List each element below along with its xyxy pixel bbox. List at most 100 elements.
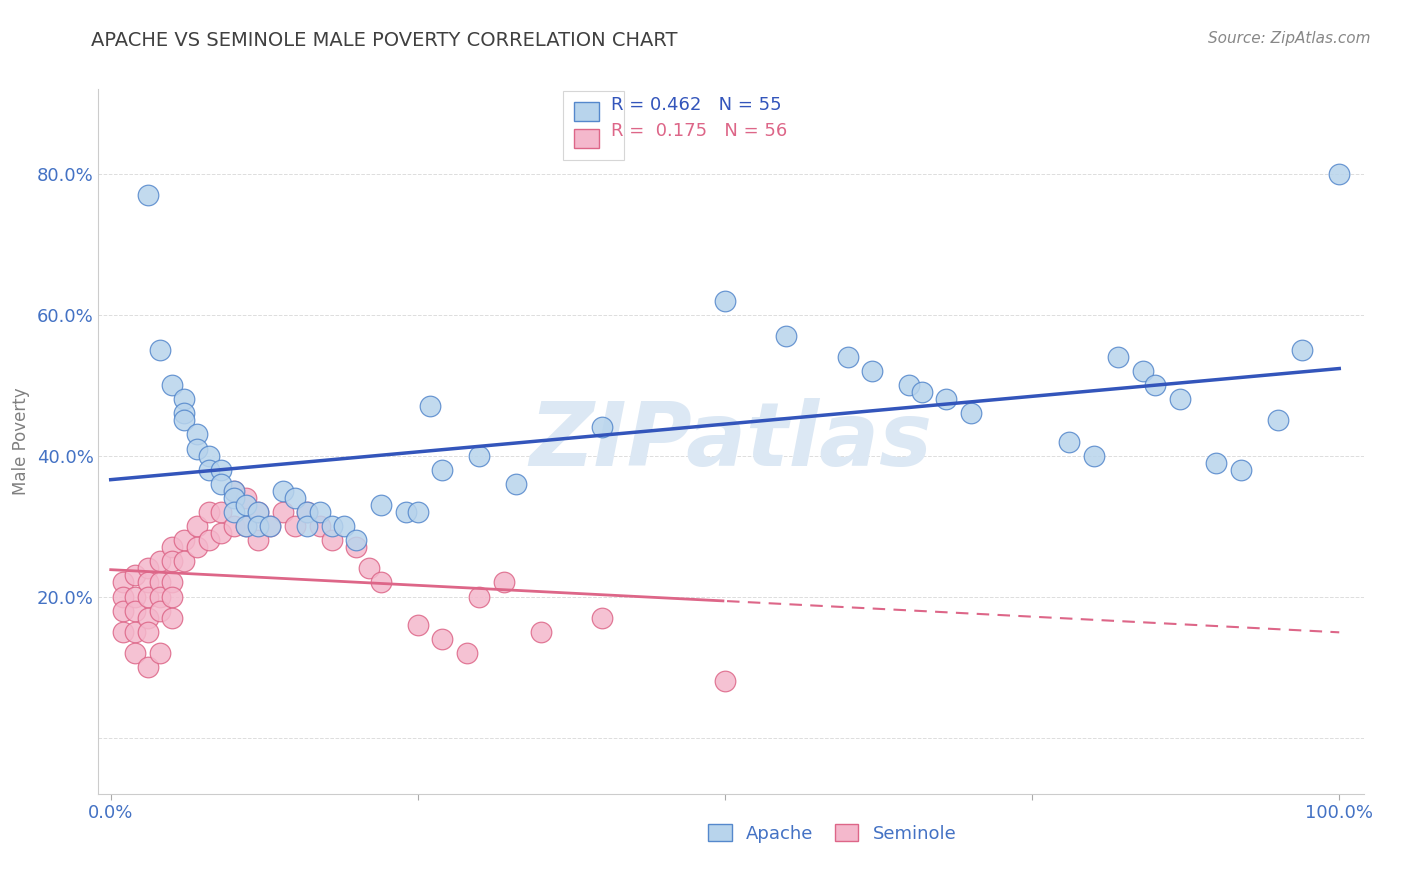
Point: [186, 427, 208, 442]
Point: [247, 519, 270, 533]
Point: [1057, 434, 1080, 449]
Point: [173, 554, 195, 568]
Legend: Apache, Seminole: Apache, Seminole: [703, 819, 962, 848]
Point: [492, 575, 515, 590]
Point: [186, 519, 208, 533]
Point: [321, 533, 343, 548]
Point: [111, 604, 134, 618]
Point: [149, 604, 172, 618]
Point: [198, 505, 221, 519]
Point: [333, 519, 356, 533]
Point: [271, 505, 294, 519]
Point: [406, 505, 429, 519]
Point: [209, 526, 232, 541]
Point: [160, 540, 183, 554]
Point: [1329, 167, 1351, 181]
Point: [775, 328, 797, 343]
Point: [308, 519, 330, 533]
Point: [344, 533, 367, 548]
Point: [591, 420, 613, 434]
Point: [136, 660, 159, 674]
Y-axis label: Male Poverty: Male Poverty: [11, 388, 30, 495]
Point: [837, 350, 859, 364]
Point: [259, 519, 281, 533]
Point: [124, 590, 146, 604]
Text: R = 0.462   N = 55: R = 0.462 N = 55: [610, 95, 782, 113]
Point: [136, 575, 159, 590]
Point: [591, 610, 613, 624]
Point: [173, 392, 195, 407]
Point: [111, 575, 134, 590]
Point: [111, 624, 134, 639]
Point: [935, 392, 957, 407]
Point: [173, 413, 195, 427]
Point: [344, 540, 367, 554]
Point: [222, 483, 245, 498]
Point: [173, 533, 195, 548]
Point: [235, 491, 257, 505]
Point: [456, 646, 478, 660]
Point: [259, 519, 281, 533]
Point: [222, 483, 245, 498]
Point: [160, 575, 183, 590]
Point: [186, 540, 208, 554]
Point: [160, 378, 183, 392]
Point: [394, 505, 416, 519]
Point: [124, 624, 146, 639]
Point: [149, 575, 172, 590]
Point: [284, 519, 307, 533]
Point: [173, 406, 195, 420]
Point: [222, 505, 245, 519]
Point: [321, 519, 343, 533]
Point: [136, 188, 159, 202]
Text: Source: ZipAtlas.com: Source: ZipAtlas.com: [1208, 31, 1371, 46]
Point: [1291, 343, 1313, 357]
Point: [1230, 463, 1253, 477]
Point: [222, 491, 245, 505]
Point: [357, 561, 380, 575]
Point: [136, 624, 159, 639]
Point: [370, 575, 392, 590]
Point: [198, 533, 221, 548]
Point: [297, 505, 319, 519]
Point: [959, 406, 981, 420]
Point: [370, 498, 392, 512]
Point: [1083, 449, 1105, 463]
Point: [149, 554, 172, 568]
Text: APACHE VS SEMINOLE MALE POVERTY CORRELATION CHART: APACHE VS SEMINOLE MALE POVERTY CORRELAT…: [91, 31, 678, 50]
Text: R =  0.175   N = 56: R = 0.175 N = 56: [610, 122, 787, 140]
Point: [1205, 456, 1227, 470]
Point: [198, 463, 221, 477]
Point: [1168, 392, 1191, 407]
Point: [419, 400, 441, 414]
Point: [910, 385, 932, 400]
Point: [124, 568, 146, 582]
Point: [209, 505, 232, 519]
Point: [468, 590, 491, 604]
Text: ZIPatlas: ZIPatlas: [530, 398, 932, 485]
Point: [247, 505, 270, 519]
Point: [186, 442, 208, 456]
Point: [149, 590, 172, 604]
Point: [271, 483, 294, 498]
Point: [136, 610, 159, 624]
Point: [432, 463, 454, 477]
Point: [198, 449, 221, 463]
Point: [714, 293, 737, 308]
Point: [160, 554, 183, 568]
Point: [235, 498, 257, 512]
Point: [149, 343, 172, 357]
Point: [1143, 378, 1166, 392]
Point: [209, 476, 232, 491]
Point: [247, 533, 270, 548]
Point: [1267, 413, 1289, 427]
Point: [530, 624, 553, 639]
Point: [136, 561, 159, 575]
Point: [235, 519, 257, 533]
Point: [124, 604, 146, 618]
Point: [1132, 364, 1154, 378]
Point: [124, 646, 146, 660]
Point: [235, 519, 257, 533]
Point: [406, 617, 429, 632]
Point: [149, 646, 172, 660]
